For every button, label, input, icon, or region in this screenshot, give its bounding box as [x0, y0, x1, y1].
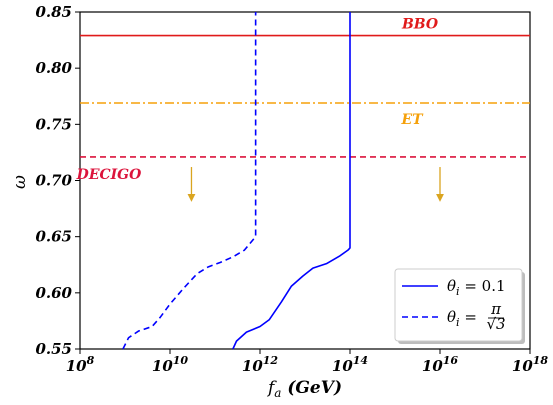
- y-tick-label: 0.75: [35, 115, 72, 133]
- x-tick-label-base: 10: [512, 357, 533, 375]
- y-tick-label: 0.70: [35, 172, 72, 190]
- x-axis-label-symbol: f: [266, 378, 277, 398]
- y-tick-label: 0.80: [35, 59, 72, 77]
- x-tick-label-base: 10: [152, 357, 173, 375]
- x-tick-label-base: 10: [242, 357, 263, 375]
- series-layer: [122, 12, 351, 350]
- y-tick-label: 0.85: [35, 3, 72, 21]
- legend-items: θi = 0.1 θi = π√3: [402, 277, 506, 333]
- series-line-1: [232, 12, 351, 350]
- plot-area: BBO ET DECIGO: [76, 11, 531, 350]
- x-tick-label: 1016: [422, 354, 459, 375]
- y-axis-ticks: 0.55 0.60 0.65 0.70 0.75 0.80 0.85: [35, 3, 80, 358]
- x-tick-label-base: 10: [66, 357, 87, 375]
- legend-label-2: θi =: [447, 308, 477, 329]
- x-axis-label-unit: (GeV): [281, 378, 342, 398]
- legend-label-1: θi = 0.1: [447, 277, 506, 298]
- reference-lines: [80, 34, 530, 158]
- x-tick-label-exponent: 10: [173, 354, 189, 367]
- x-tick-label: 1010: [152, 354, 189, 375]
- x-tick-label: 1014: [332, 354, 368, 375]
- x-tick-label-base: 10: [332, 357, 353, 375]
- x-tick-label-exponent: 8: [87, 354, 95, 367]
- x-tick-label: 108: [66, 354, 95, 375]
- legend: θi = 0.1 θi = π√3: [394, 268, 525, 344]
- x-tick-label-exponent: 14: [353, 354, 368, 367]
- x-tick-label: 1012: [242, 354, 279, 375]
- reference-line-labels: BBO ET DECIGO: [76, 17, 439, 183]
- y-tick-label: 0.60: [35, 284, 72, 302]
- legend-box: [394, 268, 523, 342]
- x-tick-label-base: 10: [422, 357, 443, 375]
- arrows-layer: [187, 167, 444, 202]
- x-axis-ticks: 108 1010 1012 1014 1016 1018: [66, 349, 549, 375]
- x-tick-label-exponent: 16: [443, 354, 459, 367]
- x-axis-label: fa (GeV): [266, 378, 342, 400]
- y-tick-label: 0.65: [35, 228, 72, 246]
- x-tick-label: 1018: [512, 354, 549, 375]
- x-axis-label-subscript: a: [274, 386, 281, 400]
- y-axis-label: ω: [10, 175, 30, 189]
- reference-line-label-bbo: BBO: [401, 17, 439, 33]
- x-tick-label-exponent: 18: [533, 354, 549, 367]
- reference-line-label-decigo: DECIGO: [76, 167, 142, 183]
- y-tick-label: 0.55: [35, 340, 72, 358]
- x-tick-label-exponent: 12: [263, 354, 279, 367]
- legend-fraction-numerator: π: [490, 300, 502, 318]
- legend-fraction-denominator: √3: [486, 315, 505, 333]
- reference-line-label-et: ET: [400, 112, 424, 128]
